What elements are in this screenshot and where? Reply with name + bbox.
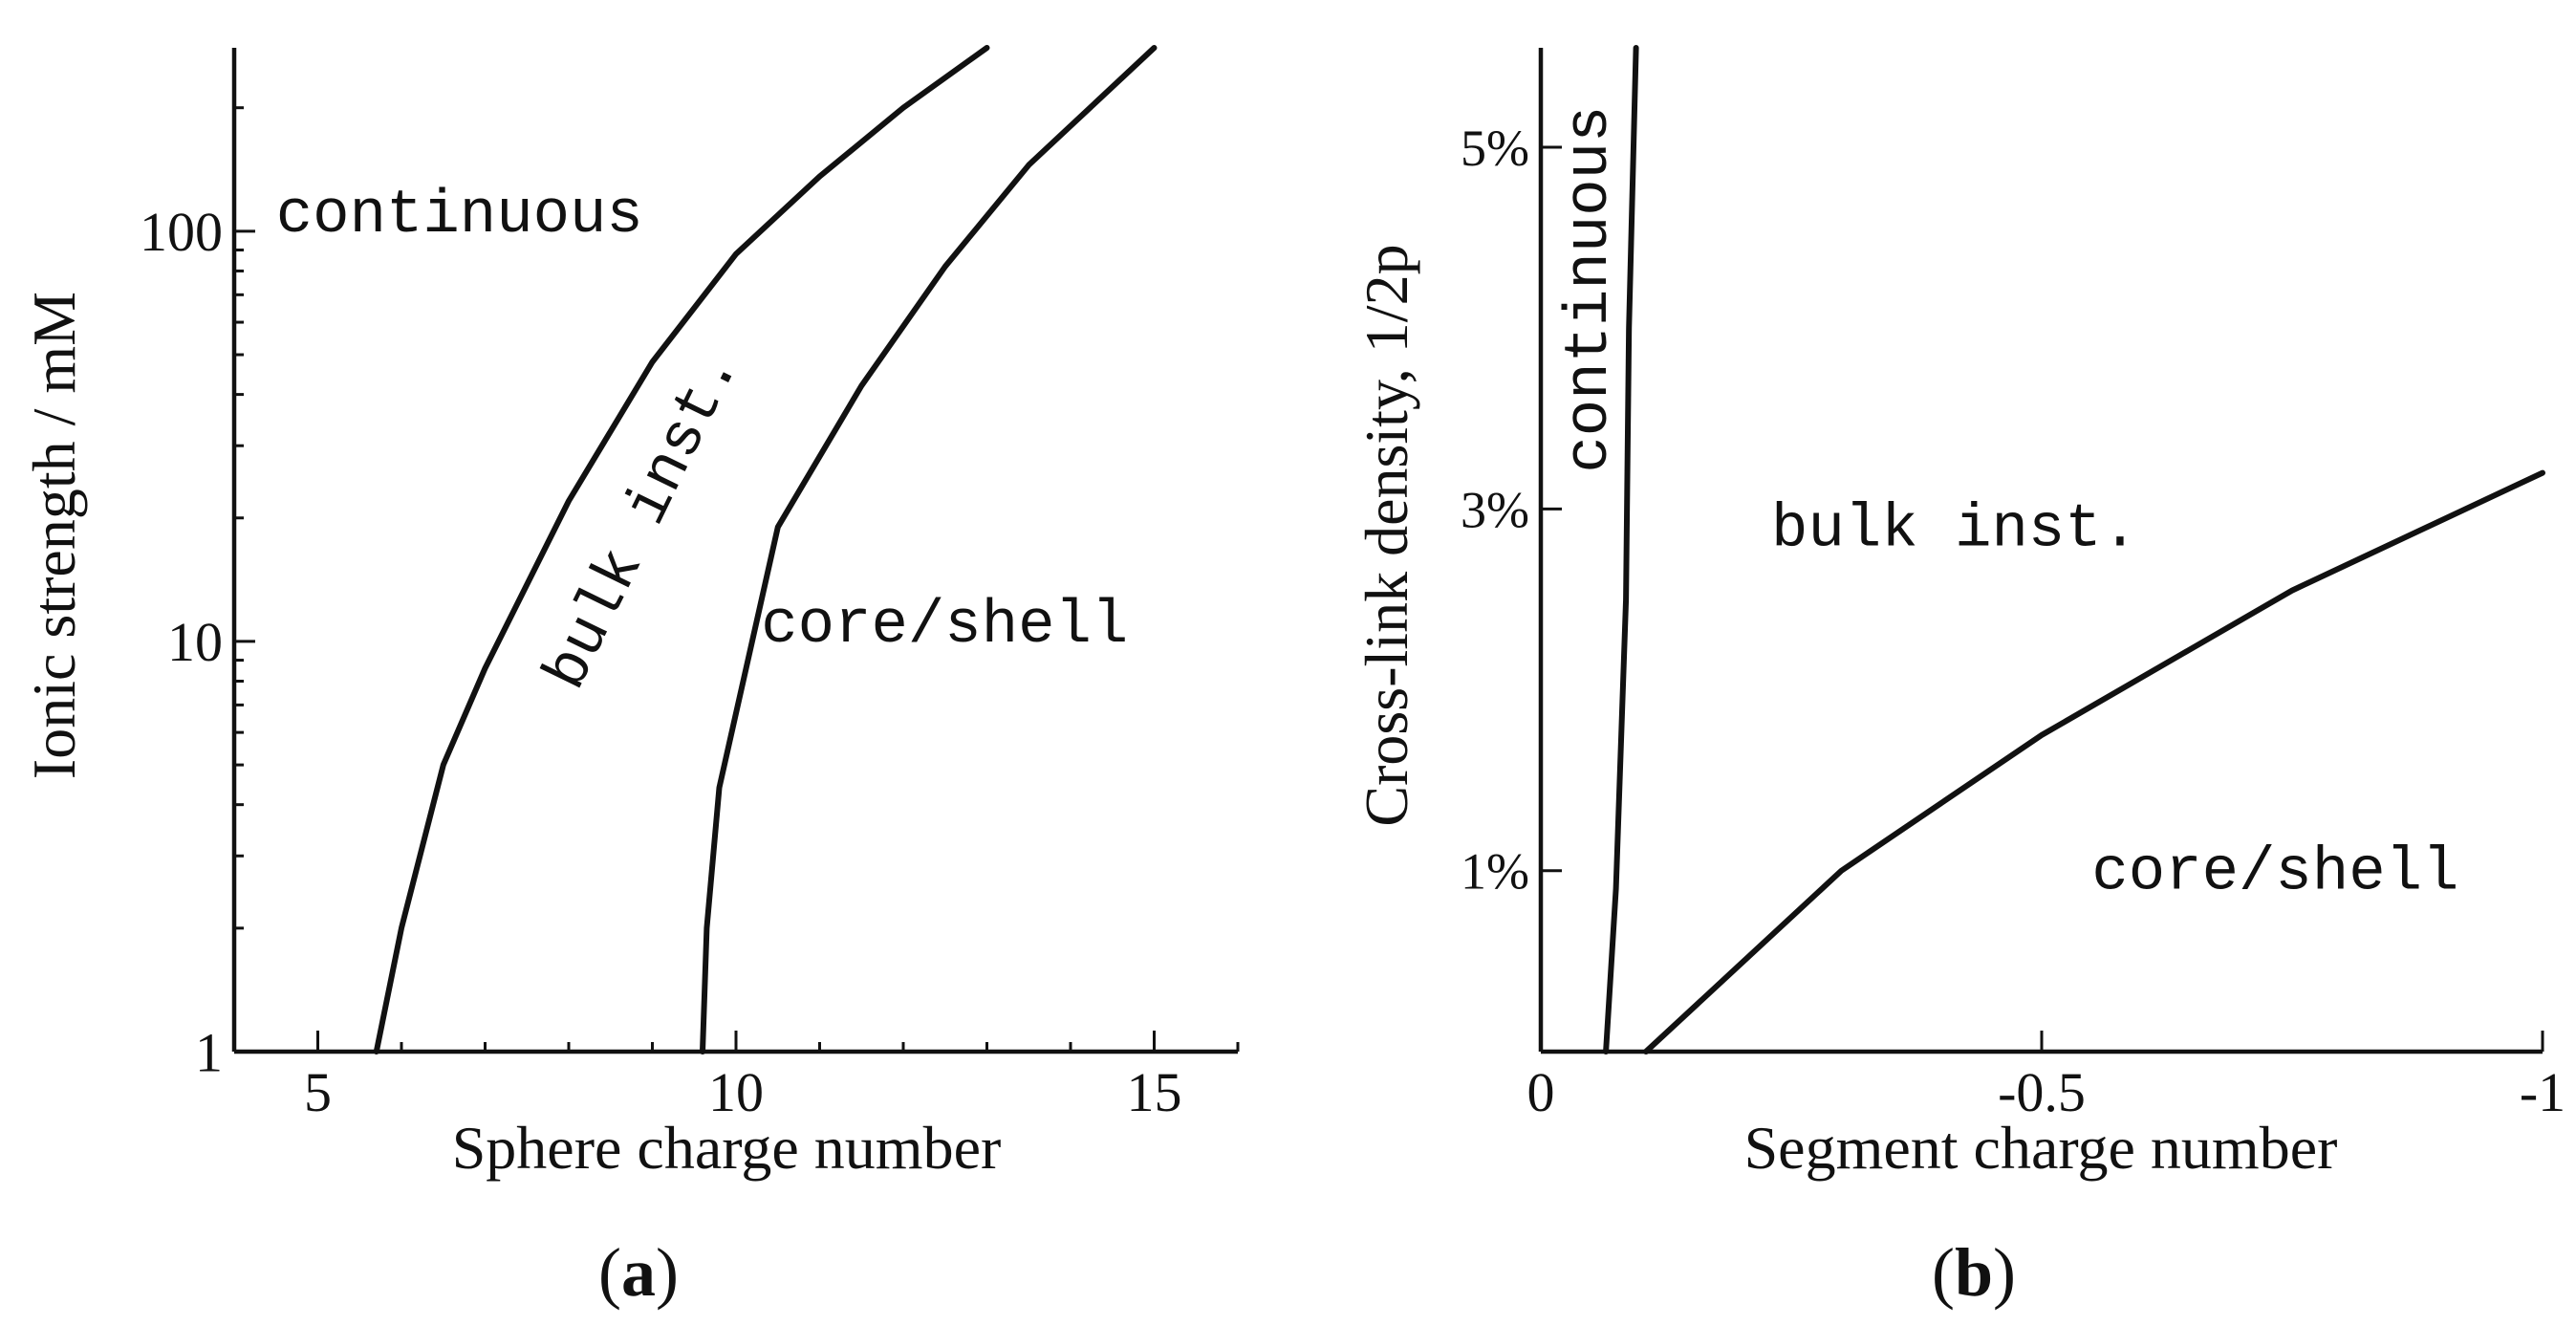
y-tick-label: 5%: [1461, 120, 1529, 177]
y-tick-label: 100: [140, 201, 223, 263]
phase-boundary-line: [700, 45, 1158, 1054]
x-tick-label: 5: [304, 1061, 332, 1123]
y-tick-label: 1%: [1461, 843, 1529, 901]
y-tick-label: 3%: [1461, 481, 1529, 538]
x-tick-label: 0: [1527, 1061, 1555, 1123]
phase-boundary-line: [373, 45, 990, 1054]
panel-label-a: (a): [598, 1234, 679, 1311]
y-axis-label: Ionic strength / mM: [20, 292, 88, 779]
x-axis-label: Sphere charge number: [452, 1114, 1002, 1182]
y-tick-label: 1: [195, 1021, 223, 1083]
panel-a-chart: 1 10 100 5 10 15 Sphere charge number Ionic str…: [20, 45, 1240, 1182]
panel-label-b: (b): [1932, 1234, 2016, 1311]
x-tick-label: -1: [2520, 1061, 2565, 1123]
phase-boundary-line: [1603, 45, 1639, 1054]
x-tick-label: -0.5: [1998, 1061, 2086, 1123]
y-tick-label: 10: [167, 611, 223, 673]
y-axis-label: Cross-link density, 1/2p: [1353, 244, 1420, 826]
phase-boundary-line: [1643, 469, 2545, 1054]
x-axis-label: Segment charge number: [1744, 1114, 2338, 1182]
region-label: bulk inst.: [532, 341, 755, 702]
region-label: core/shell: [761, 592, 1128, 661]
region-label: continuous: [1556, 106, 1625, 473]
panel-b-chart: 1% 3% 5% 0 -0.5 -1 Segment charge number Cross-…: [1353, 45, 2565, 1182]
x-tick-label: 10: [708, 1061, 764, 1123]
region-label: continuous: [276, 182, 643, 250]
region-label: bulk inst.: [1771, 495, 2138, 564]
x-tick-label: 15: [1127, 1061, 1182, 1123]
region-label: core/shell: [2091, 839, 2458, 908]
